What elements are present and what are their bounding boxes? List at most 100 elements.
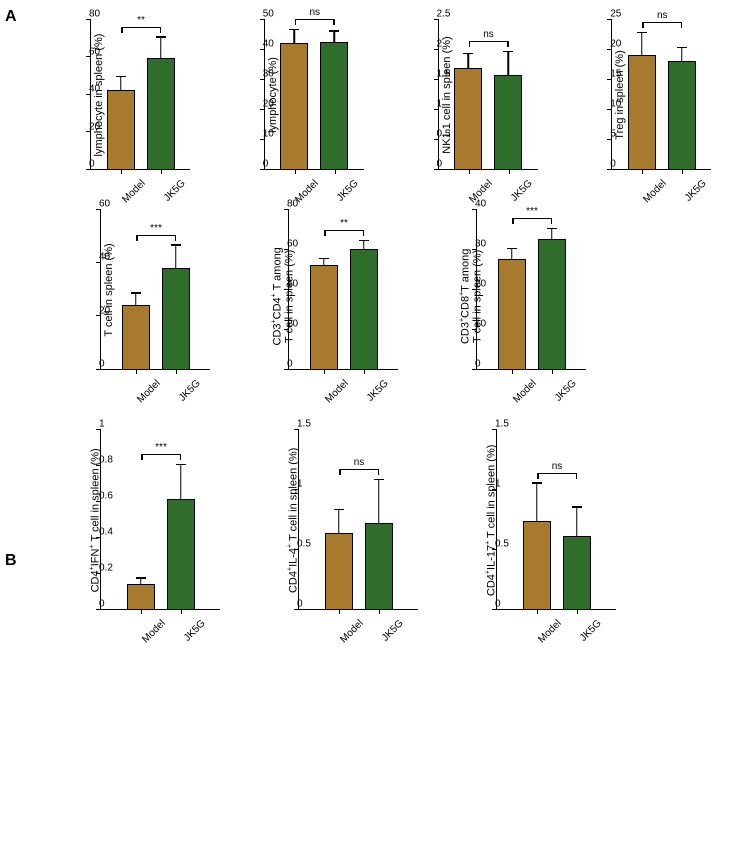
y-tick-label: 1.5 <box>297 419 303 430</box>
x-label: Model <box>511 378 539 406</box>
significance-label: ns <box>309 7 320 18</box>
y-tick-label: 2.5 <box>437 9 443 20</box>
bars <box>439 20 538 169</box>
x-labels: ModelJK5G <box>101 373 210 384</box>
x-labels: ModelJK5G <box>101 613 220 624</box>
bar-model <box>310 265 338 369</box>
row-b: 00.20.40.60.81CD4+IFN+ T cell in spleen … <box>65 430 722 610</box>
x-label: Model <box>135 378 163 406</box>
y-tick-label: 40 <box>475 199 481 210</box>
y-tick-label: 80 <box>89 9 95 20</box>
significance-bracket <box>121 27 161 28</box>
x-labels: ModelJK5G <box>299 613 418 624</box>
bars <box>91 20 190 169</box>
x-label: JK5G <box>363 378 391 406</box>
bar-jk5g <box>494 75 522 169</box>
x-label: Model <box>536 618 564 646</box>
bar-model <box>280 43 308 169</box>
chart-b1: 00.20.40.60.81CD4+IFN+ T cell in spleen … <box>65 430 235 610</box>
plot-area: 00.511.5CD4+IL-4+ T cell in spleen (%)ns… <box>298 430 418 610</box>
significance-bracket <box>469 41 509 42</box>
x-label: JK5G <box>378 618 406 646</box>
x-label: Model <box>140 618 168 646</box>
bars <box>612 20 711 169</box>
bar-jk5g <box>147 58 175 169</box>
bar-model <box>523 521 551 609</box>
x-labels: ModelJK5G <box>439 173 538 184</box>
bar-model <box>628 55 656 169</box>
x-label: Model <box>120 178 148 206</box>
plot-area: 00.20.40.60.81CD4+IFN+ T cell in spleen … <box>100 430 220 610</box>
plot-area: 010203040CD3+CD8+T amongT cell in spleen… <box>476 210 586 370</box>
chart-a7: 010203040CD3+CD8+T amongT cell in spleen… <box>441 210 601 370</box>
chart-b2: 00.511.5CD4+IL-4+ T cell in spleen (%)ns… <box>263 430 433 610</box>
panel-label-a: A <box>5 8 17 26</box>
significance-label: ns <box>354 457 365 468</box>
significance-label: ** <box>137 15 145 26</box>
significance-bracket <box>295 19 335 20</box>
y-tick-label: 80 <box>287 199 293 210</box>
bar-model <box>498 259 526 369</box>
bar-jk5g <box>668 61 696 169</box>
significance-label: ns <box>483 29 494 40</box>
bars <box>101 430 220 609</box>
significance-label: *** <box>150 223 162 234</box>
plot-area: 0204060T cell in spleen (%)***ModelJK5G <box>100 210 210 370</box>
x-label: JK5G <box>180 618 208 646</box>
chart-a3: 00.511.522.5NK1.1 cell in spleen (%)nsMo… <box>403 20 549 170</box>
bars <box>477 210 586 369</box>
x-labels: ModelJK5G <box>612 173 711 184</box>
significance-bracket <box>537 473 577 474</box>
y-tick-label: 50 <box>263 9 269 20</box>
plot-area: 020406080CD3+CD4+ T amongT cell in splee… <box>288 210 398 370</box>
plot-area: 00.511.522.5NK1.1 cell in spleen (%)nsMo… <box>438 20 538 170</box>
significance-label: *** <box>155 442 167 453</box>
bar-jk5g <box>320 42 348 170</box>
chart-a2: 01020304050lymphocyte (%)nsModelJK5G <box>229 20 375 170</box>
row-a2: 0204060T cell in spleen (%)***ModelJK5G 0… <box>65 210 722 370</box>
bar-model <box>325 533 353 609</box>
chart-a4: 0510152025Treg in spleen (%)nsModelJK5G <box>576 20 722 170</box>
bar-jk5g <box>350 249 378 369</box>
bar-jk5g <box>538 239 566 369</box>
y-axis-label: CD4+IFN+ T cell in spleen (%) <box>89 430 102 610</box>
significance-bracket <box>339 469 379 470</box>
x-labels: ModelJK5G <box>477 373 586 384</box>
x-label: JK5G <box>175 378 203 406</box>
plot-area: 020406080lymphocyte in spleen (%)**Model… <box>90 20 190 170</box>
significance-label: *** <box>526 206 538 217</box>
x-label: Model <box>323 378 351 406</box>
x-labels: ModelJK5G <box>91 173 190 184</box>
chart-a5: 0204060T cell in spleen (%)***ModelJK5G <box>65 210 225 370</box>
chart-a1: 020406080lymphocyte in spleen (%)**Model… <box>55 20 201 170</box>
bar-model <box>454 68 482 169</box>
significance-bracket <box>642 22 682 23</box>
significance-label: ** <box>340 218 348 229</box>
bar-jk5g <box>365 523 393 609</box>
y-axis-label: CD4+IL-4+ T cell in spleen (%) <box>287 430 300 610</box>
x-label: JK5G <box>160 178 188 206</box>
bars <box>497 430 616 609</box>
chart-a6: 020406080CD3+CD4+ T amongT cell in splee… <box>253 210 413 370</box>
x-label: JK5G <box>681 178 709 206</box>
significance-label: ns <box>552 461 563 472</box>
significance-label: ns <box>657 10 668 21</box>
x-label: JK5G <box>507 178 535 206</box>
x-label: JK5G <box>576 618 604 646</box>
significance-bracket <box>324 230 364 231</box>
significance-bracket <box>136 235 176 236</box>
bar-jk5g <box>162 268 190 369</box>
y-tick-label: 1 <box>99 419 105 430</box>
y-tick-label: 25 <box>610 9 616 20</box>
plot-area: 01020304050lymphocyte (%)nsModelJK5G <box>264 20 364 170</box>
x-label: Model <box>338 618 366 646</box>
significance-bracket <box>141 454 181 455</box>
bars <box>289 210 398 369</box>
panel-label-b: B <box>5 552 17 570</box>
x-label: JK5G <box>333 178 361 206</box>
bar-jk5g <box>563 536 591 609</box>
bar-model <box>107 90 135 169</box>
plot-area: 00.511.5CD4+IL-17+ T cell in spleen (%)n… <box>496 430 616 610</box>
bar-jk5g <box>167 499 195 609</box>
figure-root: A 020406080lymphocyte in spleen (%)**Mod… <box>0 0 742 660</box>
